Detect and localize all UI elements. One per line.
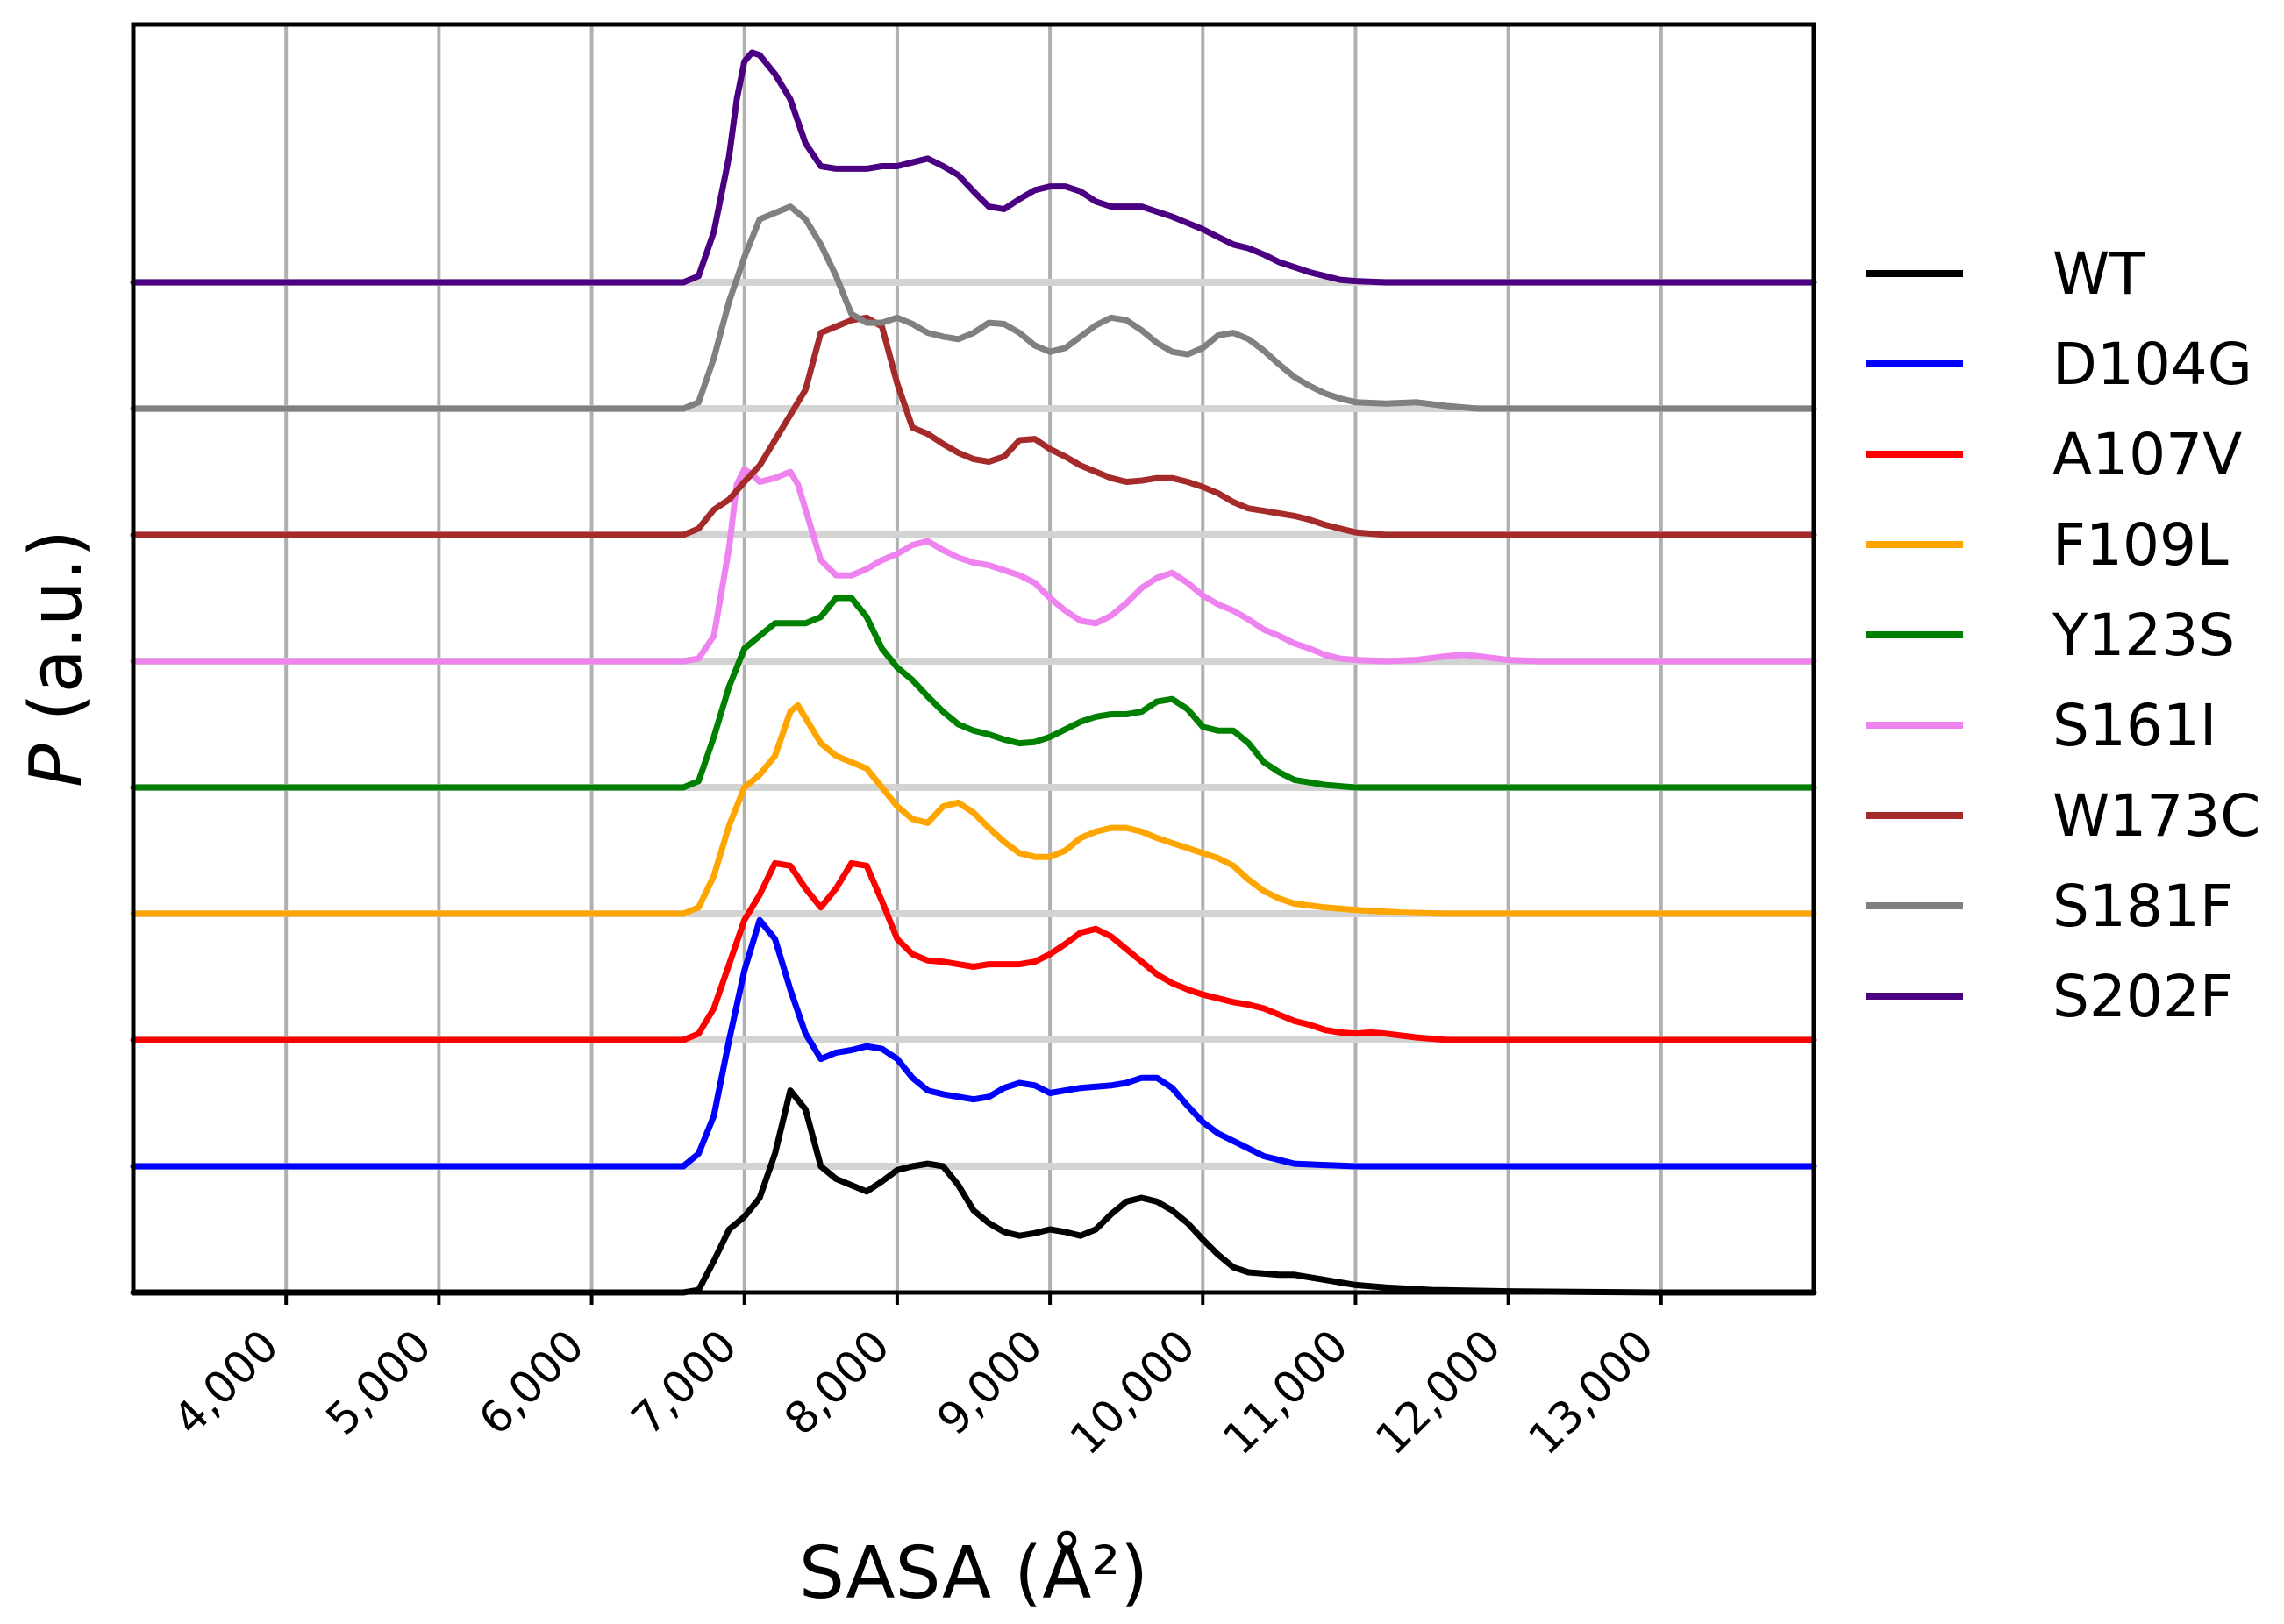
legend-label-W173C: W173C (2052, 782, 2260, 850)
series-line-S181F (130, 203, 1817, 412)
series-line-S161I (130, 466, 1817, 665)
series-line-A107V (130, 859, 1817, 1043)
legend-label-WT: WT (2052, 240, 2145, 308)
legend-label-D104G: D104G (2052, 331, 2252, 398)
legend-label-A107V: A107V (2052, 421, 2242, 488)
y-axis-title-symbol: P (15, 744, 98, 787)
legend: WT D104G A107V F109L Y123S S161I W173C S181F S20… (1866, 240, 2260, 1030)
legend-label-Y123S: Y123S (2052, 602, 2235, 669)
series-lines (130, 49, 1817, 1296)
series-line-S202F (130, 49, 1817, 286)
series-line-WT (130, 1087, 1817, 1296)
series-line-D104G (130, 916, 1817, 1170)
plot-frame (131, 22, 1816, 1295)
legend-label-S181F: S181F (2052, 873, 2233, 940)
y-axis-title-units: (a.u.) (15, 530, 98, 744)
x-axis-title: SASA (Å²) (799, 1531, 1148, 1615)
legend-label-F109L: F109L (2052, 511, 2229, 579)
series-line-W173C (130, 314, 1817, 538)
series-line-Y123S (130, 595, 1817, 791)
series-line-F109L (130, 702, 1817, 917)
legend-label-S202F: S202F (2052, 963, 2233, 1030)
legend-label-S161I: S161I (2052, 692, 2216, 759)
y-axis-title: P (a.u.) (15, 530, 98, 787)
x-axis-ticks (284, 1293, 1663, 1305)
